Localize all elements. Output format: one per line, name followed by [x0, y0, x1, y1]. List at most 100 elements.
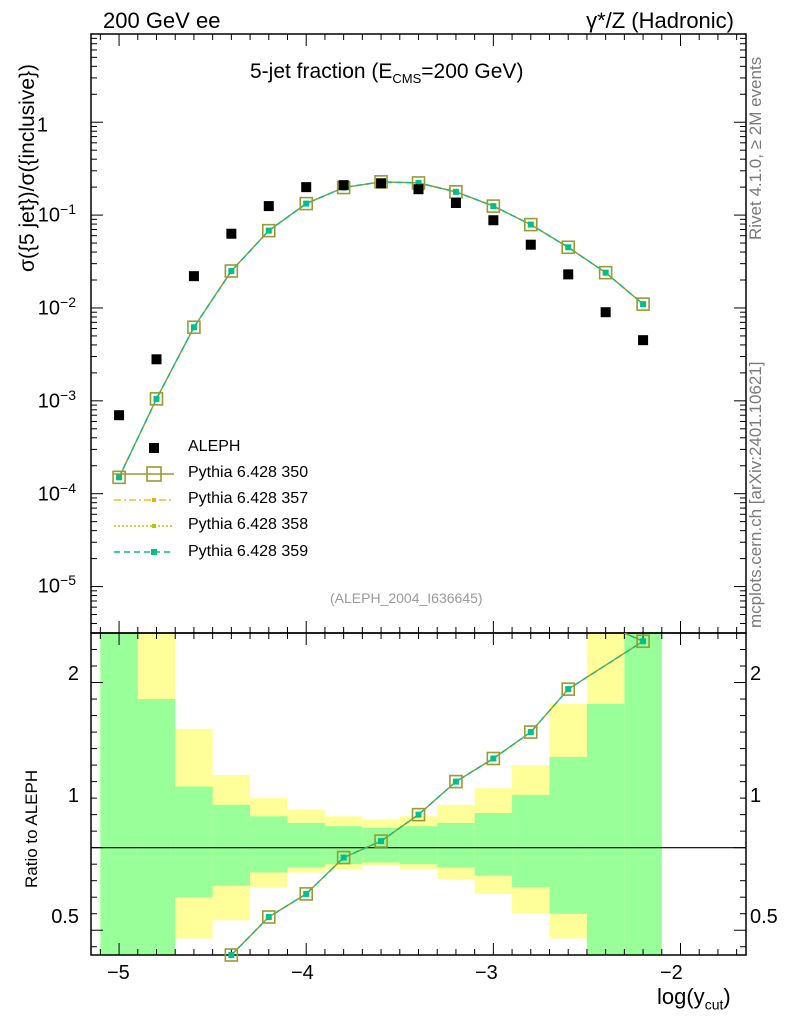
- ratio-tick-label-right: 2: [750, 663, 762, 685]
- legend-359-marker: [151, 549, 157, 555]
- header-left: 200 GeV ee: [103, 8, 221, 33]
- mc-350-point: [449, 185, 463, 199]
- ratio-350-point: [561, 682, 576, 696]
- ratio-tick-label: 1: [67, 785, 79, 807]
- mc-350-point: [523, 217, 538, 232]
- ratio-350-point: [224, 948, 239, 962]
- ratio-green-band: [474, 812, 513, 876]
- legend-aleph-marker: [149, 443, 159, 453]
- ratio-350-point: [523, 725, 538, 739]
- ratio-green-band: [212, 804, 251, 886]
- legend-label-358: Pythia 6.428 358: [188, 516, 309, 533]
- ratio-359-line: [230, 633, 645, 955]
- ratio-350-point: [299, 887, 314, 901]
- aleph-data-point: [600, 307, 611, 318]
- ratio-359-point: [340, 854, 347, 861]
- mc-350-point: [561, 240, 576, 255]
- mc-350-point: [187, 320, 201, 335]
- mc-359-point: [602, 269, 609, 276]
- legend-357-marker: [152, 498, 156, 502]
- mc-359-point: [116, 474, 123, 481]
- legend-label-357: Pythia 6.428 357: [188, 490, 309, 507]
- aleph-data-point: [525, 239, 536, 250]
- mc-350-point: [149, 392, 164, 406]
- ratio-green-band: [362, 827, 400, 863]
- mc-350-point: [486, 199, 501, 213]
- mc-359-point: [640, 301, 647, 308]
- mc-359-point: [265, 227, 272, 234]
- plot-title: 5-jet fraction (ECMS=200 GeV): [250, 60, 524, 87]
- ratio-350-point: [636, 634, 650, 649]
- aleph-data-point: [450, 197, 461, 208]
- mc-350-point: [636, 297, 650, 311]
- aleph-data-point: [301, 182, 312, 193]
- y-tick-label: 10−4: [37, 480, 76, 506]
- ratio-green-band: [586, 704, 625, 955]
- mc-359-point: [303, 200, 310, 207]
- x-tick-label: −4: [291, 962, 314, 984]
- legend-label-359: Pythia 6.428 359: [188, 543, 309, 560]
- mc-350-point: [598, 265, 613, 280]
- ratio-359-point: [527, 729, 534, 736]
- ratio-350-point: [411, 807, 426, 822]
- ratio-359-point: [228, 952, 235, 958]
- mc-350-point: [299, 196, 314, 211]
- ratio-green-band: [250, 816, 288, 873]
- mc-359-point: [565, 244, 572, 251]
- mc-359-point: [527, 221, 534, 228]
- ratio-green-band: [512, 794, 550, 888]
- ratio-tick-label: 0.5: [51, 906, 79, 928]
- mc-359-point: [190, 324, 197, 331]
- mc-350-point: [112, 470, 126, 485]
- ratio-tick-label: 2: [67, 663, 79, 685]
- ratio-359-point: [490, 755, 497, 762]
- mc-350-line: [118, 181, 644, 478]
- legend-350-marker: [146, 466, 162, 482]
- ratio-350-point: [336, 850, 351, 865]
- header-right: γ*/Z (Hadronic): [586, 8, 734, 33]
- legend-label-aleph: ALEPH: [188, 438, 241, 455]
- ratio-359-point: [640, 638, 647, 645]
- y-tick-label: 10−1: [37, 201, 76, 227]
- mc-359-point: [228, 268, 235, 275]
- mc-359-line: [118, 181, 644, 478]
- ratio-359-point: [378, 838, 385, 845]
- aleph-data-point: [413, 184, 424, 195]
- legend-label-350: Pythia 6.428 350: [188, 464, 309, 481]
- ratio-359-point: [452, 778, 459, 785]
- y-tick-label: 10−5: [37, 572, 76, 598]
- ratio-359-point: [265, 914, 272, 921]
- aleph-data-point: [376, 178, 387, 189]
- aleph-data-point: [114, 410, 125, 421]
- ratio-green-band: [137, 699, 176, 955]
- mc-350-point: [224, 264, 239, 278]
- ratio-green-band: [100, 633, 138, 955]
- ratio-350-point: [449, 774, 463, 789]
- mc-350-point: [261, 223, 276, 238]
- legend-358-marker: [152, 524, 156, 528]
- ratio-350-point: [486, 751, 501, 766]
- ratio-359-point: [415, 811, 422, 818]
- aleph-data-point: [488, 215, 499, 226]
- ratio-green-band: [437, 822, 475, 868]
- y-tick-label: 10−2: [37, 294, 76, 320]
- ratio-green-band: [549, 756, 587, 914]
- ratio-green-band: [287, 822, 325, 868]
- y-tick-label: 10−3: [37, 387, 76, 413]
- mc-359-point: [415, 179, 422, 186]
- ratio-green-band: [624, 633, 662, 955]
- aleph-data-point: [226, 228, 237, 239]
- x-axis-label: log(ycut): [657, 984, 731, 1013]
- aleph-data-point: [263, 201, 274, 212]
- ratio-green-band: [175, 786, 213, 898]
- aleph-data-point: [563, 269, 574, 280]
- x-tick-label: −2: [660, 962, 683, 984]
- ratio-tick-label-right: 0.5: [750, 906, 778, 928]
- ratio-green-band: [399, 826, 438, 865]
- mc-359-point: [490, 203, 497, 210]
- ratio-350-point: [261, 910, 276, 924]
- ratio-350-point: [374, 834, 388, 848]
- aleph-data-point: [151, 354, 162, 365]
- mc-359-point: [153, 395, 160, 402]
